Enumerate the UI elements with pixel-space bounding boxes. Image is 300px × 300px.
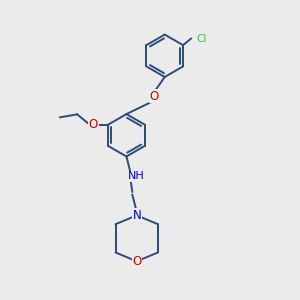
Text: O: O <box>132 255 141 268</box>
Text: O: O <box>150 90 159 103</box>
Text: O: O <box>89 118 98 131</box>
Text: NH: NH <box>128 172 145 182</box>
Text: Cl: Cl <box>196 34 207 44</box>
Text: N: N <box>132 209 141 222</box>
